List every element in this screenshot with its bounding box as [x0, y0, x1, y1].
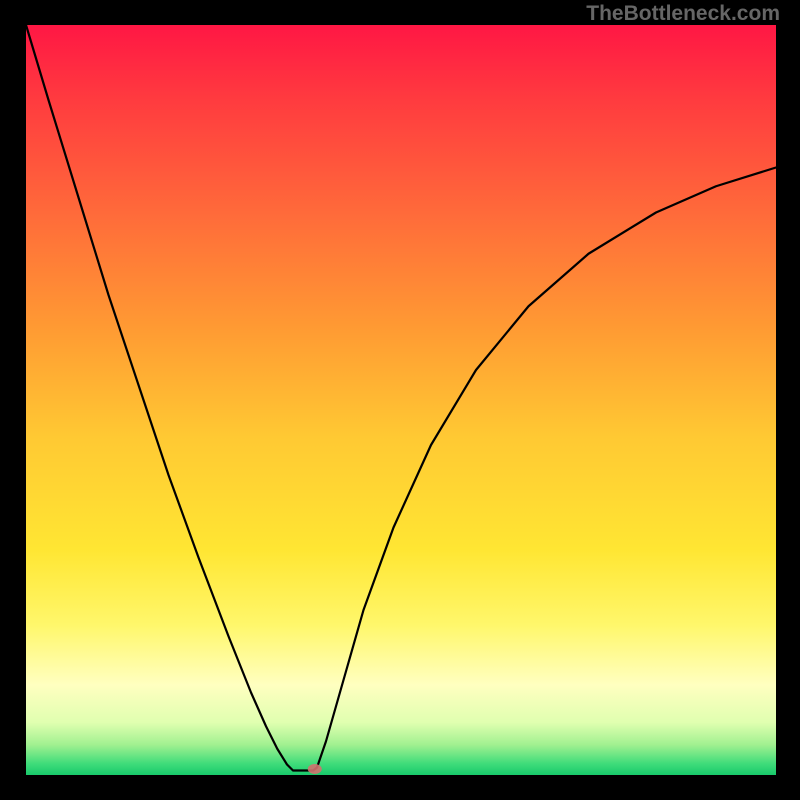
curve-layer — [26, 25, 776, 775]
bottleneck-curve — [26, 25, 776, 771]
optimum-marker — [308, 764, 322, 774]
plot-area — [26, 25, 776, 775]
watermark-text: TheBottleneck.com — [586, 2, 780, 26]
